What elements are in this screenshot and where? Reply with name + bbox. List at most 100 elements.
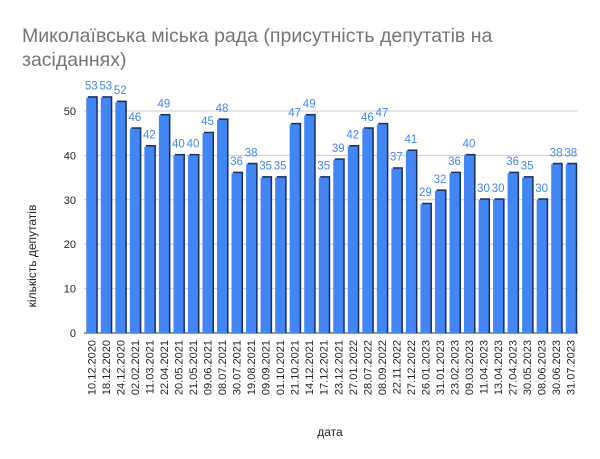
data-label: 30 — [492, 183, 505, 195]
data-label: 40 — [172, 138, 185, 150]
data-label: 38 — [564, 147, 577, 159]
bar — [202, 133, 213, 333]
data-label: 40 — [187, 138, 200, 150]
bar — [289, 124, 300, 333]
data-label: 30 — [477, 183, 490, 195]
x-axis-label: дата — [317, 425, 343, 439]
x-tick-label: 11.03.2021 — [144, 340, 156, 394]
bar — [464, 155, 475, 333]
bar — [100, 97, 111, 334]
bar — [115, 102, 126, 334]
x-tick-label: 08.07.2021 — [217, 340, 229, 395]
x-tick-label: 26.01.2023 — [420, 340, 432, 395]
bar — [304, 115, 315, 333]
data-label: 32 — [434, 174, 447, 186]
x-tick-label: 31.07.2023 — [566, 340, 578, 395]
y-tick-label: 50 — [64, 106, 76, 118]
x-tick-label: 13.04.2023 — [493, 340, 505, 395]
x-tick-label: 30.06.2023 — [551, 340, 563, 395]
bar — [478, 199, 489, 333]
x-tick-label: 31.01.2023 — [435, 340, 447, 395]
x-tick-label: 17.12.2021 — [319, 340, 331, 395]
x-tick-label: 27.04.2023 — [508, 340, 520, 395]
data-label: 41 — [405, 134, 418, 146]
x-tick-label: 27.01.2022 — [348, 340, 360, 395]
bar — [522, 177, 533, 333]
x-tick-label: 27.12.2022 — [406, 340, 418, 395]
data-label: 46 — [361, 112, 374, 124]
bar — [231, 173, 242, 333]
bar — [158, 115, 169, 333]
x-tick-label: 02.02.2021 — [130, 340, 142, 395]
data-label: 47 — [375, 107, 388, 119]
y-axis-label: кількість депутатів — [25, 205, 39, 308]
chart-title-line-1: Миколаївська міська рада (присутність де… — [22, 25, 492, 47]
x-tick-label: 28.07.2022 — [362, 340, 374, 395]
data-label: 42 — [143, 130, 156, 142]
y-tick-label: 30 — [64, 195, 76, 207]
bar — [144, 146, 155, 333]
y-tick-label: 20 — [64, 239, 76, 251]
x-tick-label: 20.05.2021 — [173, 340, 185, 395]
bar — [260, 177, 271, 333]
bar — [173, 155, 184, 333]
x-tick-label: 11.04.2023 — [479, 340, 491, 394]
bar — [362, 128, 373, 333]
bar — [376, 124, 387, 333]
y-tick-label: 40 — [64, 150, 76, 162]
x-tick-label: 10.12.2020 — [86, 340, 98, 395]
x-tick-label: 14.12.2021 — [304, 340, 316, 395]
x-tick-label: 19.08.2021 — [246, 340, 258, 395]
x-tick-label: 21.10.2021 — [290, 340, 302, 395]
bar — [246, 164, 257, 333]
bar — [86, 97, 97, 334]
data-label: 37 — [390, 152, 403, 164]
x-tick-label: 18.12.2020 — [101, 340, 113, 395]
x-tick-label: 08.09.2022 — [377, 340, 389, 395]
data-label: 29 — [419, 187, 432, 199]
data-label: 47 — [288, 107, 301, 119]
y-tick-label: 0 — [70, 328, 76, 340]
bar — [551, 164, 562, 333]
data-label: 49 — [158, 98, 171, 110]
data-label: 35 — [521, 161, 534, 173]
data-label: 39 — [332, 143, 345, 155]
data-label: 38 — [550, 147, 563, 159]
data-label: 35 — [317, 161, 330, 173]
x-tick-label: 09.03.2023 — [464, 340, 476, 395]
bar — [449, 173, 460, 333]
y-tick-label: 10 — [64, 284, 76, 296]
chart-title-line-2: засіданнях) — [22, 49, 126, 71]
bar — [536, 199, 547, 333]
bar — [507, 173, 518, 333]
data-label: 36 — [506, 156, 519, 168]
bar — [565, 164, 576, 333]
data-label: 40 — [463, 138, 476, 150]
data-label: 46 — [128, 112, 141, 124]
x-tick-label: 21.05.2021 — [188, 340, 200, 395]
bar — [187, 155, 198, 333]
bar — [420, 204, 431, 333]
x-tick-label: 24.12.2020 — [115, 340, 127, 395]
x-tick-label: 09.06.2021 — [203, 340, 215, 395]
bar — [493, 199, 504, 333]
data-label: 42 — [346, 130, 359, 142]
data-label: 35 — [274, 161, 287, 173]
x-tick-label: 22.11.2022 — [391, 340, 403, 394]
data-label: 49 — [303, 98, 316, 110]
bar — [217, 119, 228, 333]
bar — [333, 159, 344, 333]
bar — [347, 146, 358, 333]
data-label: 35 — [259, 161, 272, 173]
x-tick-label: 30.05.2023 — [522, 340, 534, 395]
data-label: 30 — [535, 183, 548, 195]
x-tick-label: 01.10.2021 — [275, 340, 287, 395]
data-label: 38 — [245, 147, 258, 159]
data-label: 52 — [114, 85, 127, 97]
x-tick-label: 30.07.2021 — [232, 340, 244, 395]
bar — [405, 150, 416, 333]
bar — [275, 177, 286, 333]
x-tick-label: 22.04.2021 — [159, 340, 171, 395]
data-label: 36 — [230, 156, 243, 168]
